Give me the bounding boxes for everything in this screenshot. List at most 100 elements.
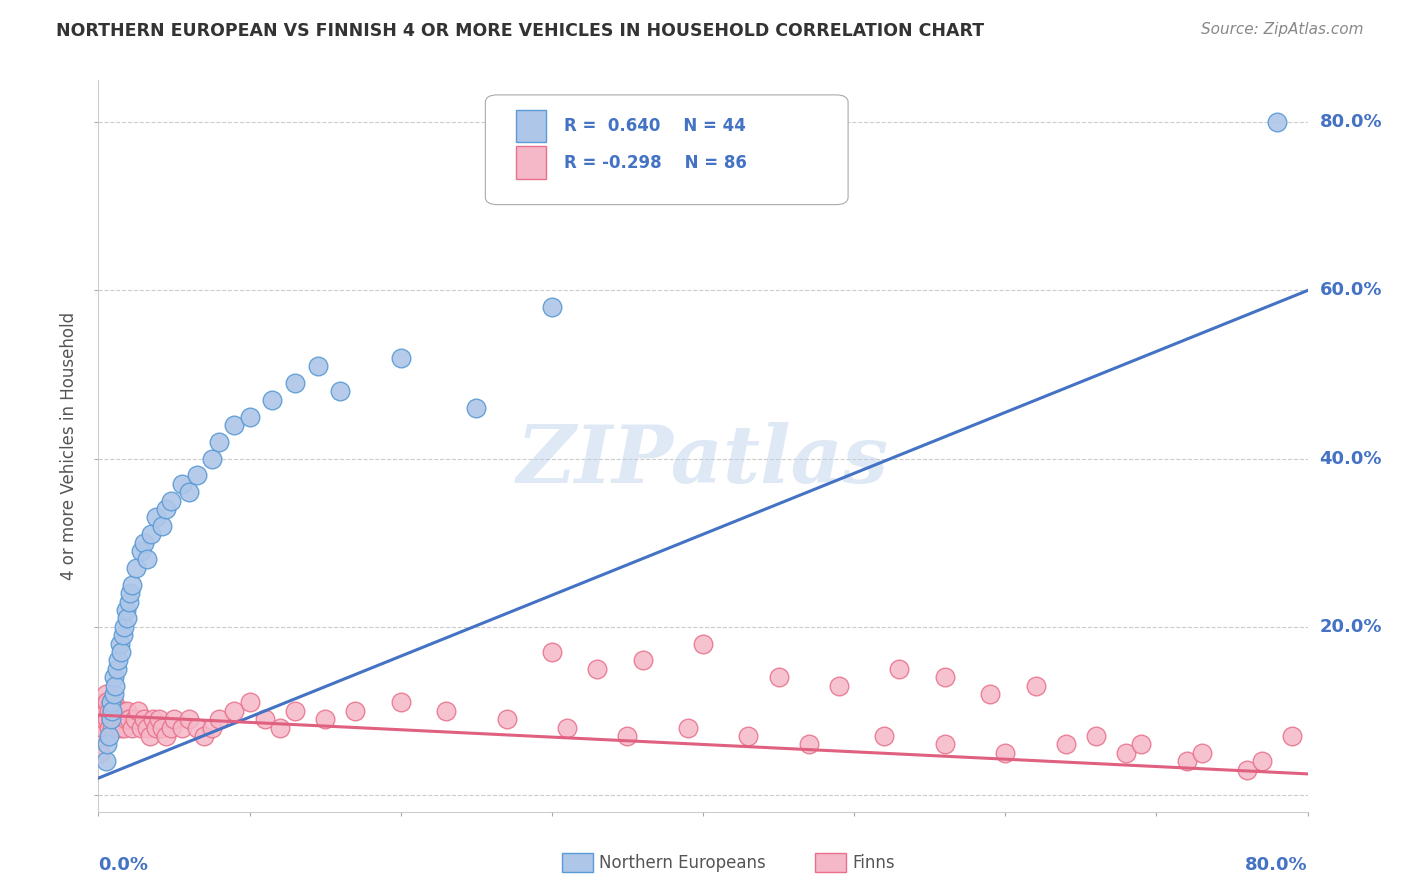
Point (90, 729, 112, 743)
Point (586, 662, 609, 676)
Point (269, 721, 291, 735)
Point (112, 620, 135, 634)
Point (132, 535, 155, 549)
Point (160, 721, 183, 735)
Point (93, 695, 115, 709)
Point (253, 712, 276, 726)
Point (1085, 729, 1108, 743)
Point (389, 351, 412, 365)
FancyBboxPatch shape (485, 95, 848, 204)
FancyBboxPatch shape (516, 146, 546, 179)
Point (94, 704, 117, 718)
Point (1191, 746, 1213, 760)
Point (768, 670, 790, 684)
Point (103, 670, 125, 684)
Point (201, 721, 224, 735)
Point (111, 628, 134, 642)
Point (96, 712, 118, 726)
Point (139, 729, 162, 743)
Point (676, 721, 699, 735)
Point (1267, 115, 1289, 129)
Point (828, 679, 851, 693)
Point (163, 712, 186, 726)
FancyBboxPatch shape (516, 110, 546, 143)
Point (934, 738, 956, 752)
Point (873, 729, 896, 743)
Point (101, 704, 124, 718)
Point (108, 636, 131, 650)
Point (115, 704, 138, 718)
Point (121, 578, 143, 592)
Point (115, 611, 138, 625)
Point (107, 653, 129, 667)
Point (98, 729, 121, 743)
Point (389, 695, 412, 709)
Point (108, 721, 131, 735)
Point (148, 712, 170, 726)
Point (262, 392, 284, 407)
Text: 0.0%: 0.0% (98, 855, 149, 873)
Point (307, 359, 329, 373)
Point (889, 662, 911, 676)
Point (127, 704, 149, 718)
Point (434, 704, 457, 718)
Point (100, 712, 122, 726)
Point (124, 712, 146, 726)
Point (179, 485, 201, 500)
Point (114, 712, 136, 726)
Point (465, 401, 488, 416)
Text: 40.0%: 40.0% (1320, 450, 1382, 467)
Point (239, 695, 262, 709)
Point (155, 729, 177, 743)
Point (135, 552, 157, 566)
Point (118, 712, 141, 726)
Point (129, 544, 152, 558)
Point (103, 712, 125, 726)
Point (110, 712, 132, 726)
Point (150, 721, 173, 735)
Text: 20.0%: 20.0% (1320, 618, 1382, 636)
Point (631, 653, 654, 667)
Point (104, 704, 127, 718)
Point (100, 695, 122, 709)
Text: ZIPatlas: ZIPatlas (517, 422, 889, 500)
Point (208, 712, 231, 726)
Point (186, 468, 208, 483)
Point (1054, 738, 1077, 752)
Point (1024, 679, 1046, 693)
Point (224, 704, 246, 718)
Point (224, 417, 246, 432)
Point (100, 712, 122, 726)
Point (692, 636, 714, 650)
Point (100, 695, 122, 709)
Point (314, 712, 336, 726)
Point (540, 645, 562, 659)
Point (797, 738, 820, 752)
Point (1236, 763, 1258, 777)
Point (142, 712, 165, 726)
Point (1175, 754, 1198, 768)
Point (934, 670, 956, 684)
Text: R = -0.298    N = 86: R = -0.298 N = 86 (564, 154, 747, 172)
Point (1281, 729, 1303, 743)
Point (979, 687, 1001, 701)
Point (737, 729, 759, 743)
Point (105, 662, 128, 676)
Point (179, 712, 201, 726)
Text: 80.0%: 80.0% (1244, 855, 1308, 873)
Point (160, 493, 183, 508)
Point (344, 704, 367, 718)
Point (201, 451, 224, 466)
Point (107, 704, 129, 718)
Point (145, 721, 167, 735)
Point (555, 721, 578, 735)
Point (98, 721, 121, 735)
Point (616, 729, 638, 743)
Text: 80.0%: 80.0% (1320, 113, 1382, 131)
Text: 60.0%: 60.0% (1320, 282, 1382, 300)
Point (121, 721, 143, 735)
Text: NORTHERN EUROPEAN VS FINNISH 4 OR MORE VEHICLES IN HOUSEHOLD CORRELATION CHART: NORTHERN EUROPEAN VS FINNISH 4 OR MORE V… (56, 22, 984, 40)
Point (239, 409, 262, 424)
Point (135, 721, 157, 735)
Point (105, 712, 128, 726)
